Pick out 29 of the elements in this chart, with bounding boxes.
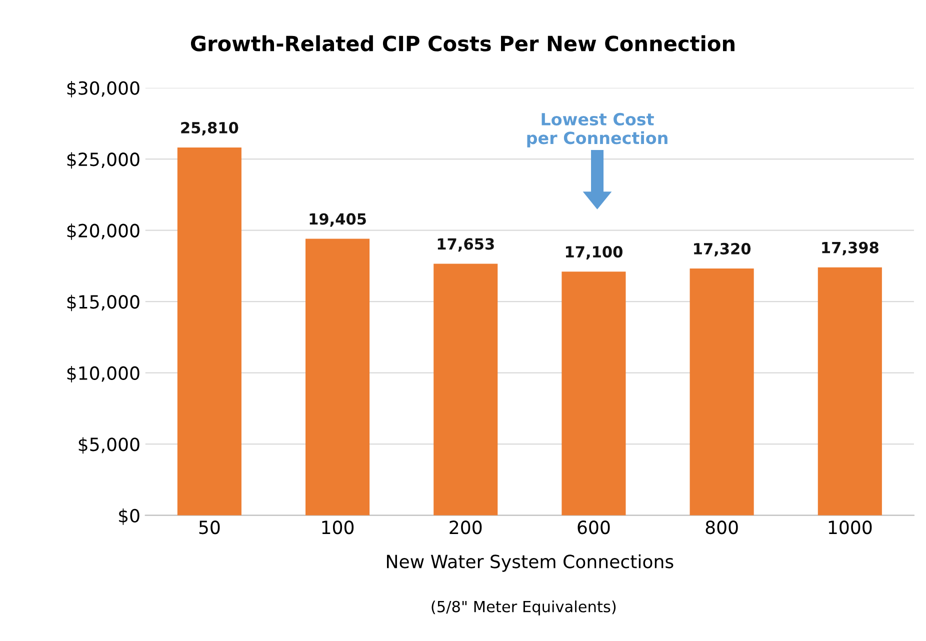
x-tick-label: 600 — [578, 520, 610, 534]
data-label: 17,398 — [822, 242, 878, 256]
bar — [177, 148, 242, 516]
bar — [562, 272, 626, 516]
y-tick-label: $30,000 — [67, 80, 140, 98]
data-label: 25,810 — [181, 122, 238, 136]
bar — [690, 268, 754, 516]
y-tick-label: $0 — [119, 508, 140, 525]
chart-title: Growth-Related CIP Costs Per New Connection — [190, 35, 734, 52]
y-tick-label: $5,000 — [78, 437, 140, 454]
text: (5/8" Meter Equivalents) — [432, 600, 616, 616]
data-label: 19,405 — [310, 213, 366, 227]
y-tick-label: $25,000 — [67, 152, 140, 169]
x-tick-label: 200 — [450, 520, 482, 534]
data-label: 17,653 — [438, 238, 494, 252]
x-tick-label: 50 — [199, 520, 220, 534]
data-label: 17,320 — [694, 242, 751, 256]
y-tick-label: $10,000 — [67, 366, 140, 382]
x-tick-label: 100 — [322, 520, 354, 534]
x-tick-label: 800 — [706, 520, 738, 534]
annotation: Lowest Cost per Connection — [527, 112, 668, 148]
bar — [306, 238, 370, 516]
x-axis-title: New Water System Connections — [387, 554, 674, 572]
data-label: 17,100 — [566, 246, 622, 260]
y-tick-label: $20,000 — [67, 223, 140, 240]
x-tick-label: 1000 — [828, 520, 872, 534]
bar — [434, 264, 498, 516]
y-tick-label: $15,000 — [67, 294, 140, 312]
bar — [818, 267, 882, 516]
